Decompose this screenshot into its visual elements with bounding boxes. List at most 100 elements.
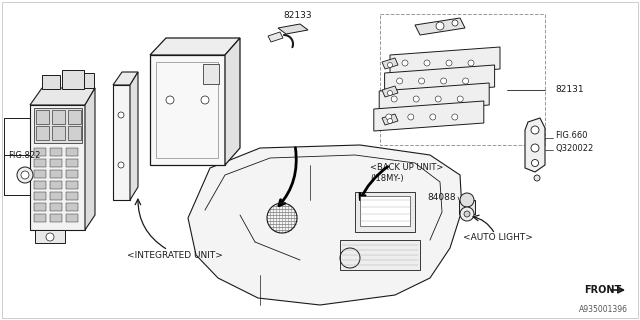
Bar <box>68 126 81 140</box>
Circle shape <box>387 62 392 68</box>
Bar <box>34 192 46 200</box>
Polygon shape <box>382 114 398 125</box>
Polygon shape <box>415 18 465 35</box>
Circle shape <box>17 167 33 183</box>
Bar <box>66 170 78 178</box>
Polygon shape <box>150 38 240 55</box>
Text: FIG.822: FIG.822 <box>8 150 40 159</box>
Bar <box>50 181 62 189</box>
Polygon shape <box>525 118 545 172</box>
Polygon shape <box>382 86 398 97</box>
Bar <box>50 148 62 156</box>
Bar <box>355 192 415 232</box>
Circle shape <box>201 96 209 104</box>
Polygon shape <box>113 85 130 200</box>
Bar <box>50 192 62 200</box>
Polygon shape <box>30 105 85 230</box>
Polygon shape <box>113 72 138 85</box>
Circle shape <box>531 144 539 152</box>
Bar <box>203 64 219 84</box>
Bar <box>340 240 420 270</box>
Circle shape <box>531 159 538 166</box>
Bar <box>34 170 46 178</box>
Circle shape <box>387 118 392 124</box>
Circle shape <box>402 60 408 66</box>
Polygon shape <box>62 70 84 89</box>
Circle shape <box>457 96 463 102</box>
Circle shape <box>386 114 392 120</box>
Text: <INTEGRATED UNIT>: <INTEGRATED UNIT> <box>127 251 223 260</box>
Bar <box>34 159 46 167</box>
Bar <box>34 148 46 156</box>
Polygon shape <box>85 88 95 230</box>
Bar <box>66 181 78 189</box>
Bar <box>66 203 78 211</box>
Bar <box>50 214 62 222</box>
Polygon shape <box>225 38 240 165</box>
Circle shape <box>446 60 452 66</box>
Circle shape <box>460 193 474 207</box>
Circle shape <box>440 78 447 84</box>
Bar <box>34 214 46 222</box>
Polygon shape <box>278 24 308 34</box>
Text: ('18MY-): ('18MY-) <box>370 173 404 182</box>
Circle shape <box>408 114 414 120</box>
Text: 84088: 84088 <box>428 193 456 202</box>
Polygon shape <box>188 145 462 305</box>
Bar <box>66 159 78 167</box>
Circle shape <box>424 60 430 66</box>
Polygon shape <box>30 88 95 105</box>
Circle shape <box>166 96 174 104</box>
Circle shape <box>463 78 468 84</box>
Polygon shape <box>130 72 138 200</box>
Circle shape <box>397 78 403 84</box>
Circle shape <box>460 207 474 221</box>
Circle shape <box>387 91 392 95</box>
Circle shape <box>118 112 124 118</box>
Text: <BACK UP UNIT>: <BACK UP UNIT> <box>370 164 444 172</box>
Bar <box>66 214 78 222</box>
Bar <box>36 126 49 140</box>
Circle shape <box>413 96 419 102</box>
Circle shape <box>534 175 540 181</box>
Bar <box>34 181 46 189</box>
Circle shape <box>21 171 29 179</box>
Bar <box>66 192 78 200</box>
Bar <box>66 148 78 156</box>
Polygon shape <box>150 55 225 165</box>
Polygon shape <box>382 58 398 69</box>
Text: FRONT: FRONT <box>584 285 621 295</box>
Bar <box>34 108 82 143</box>
Circle shape <box>118 162 124 168</box>
Bar <box>34 203 46 211</box>
Bar <box>52 126 65 140</box>
Polygon shape <box>42 75 60 89</box>
Circle shape <box>430 114 436 120</box>
Text: 82131: 82131 <box>555 85 584 94</box>
Bar <box>50 170 62 178</box>
Polygon shape <box>385 65 495 95</box>
Circle shape <box>419 78 424 84</box>
Polygon shape <box>35 230 65 243</box>
Circle shape <box>46 233 54 241</box>
Circle shape <box>452 114 458 120</box>
Text: FIG.660: FIG.660 <box>555 131 588 140</box>
Polygon shape <box>390 47 500 77</box>
Polygon shape <box>459 200 475 214</box>
Bar <box>50 159 62 167</box>
Circle shape <box>391 96 397 102</box>
Polygon shape <box>84 73 94 88</box>
Polygon shape <box>268 32 283 42</box>
Polygon shape <box>379 83 489 113</box>
Polygon shape <box>374 101 484 131</box>
Text: A935001396: A935001396 <box>579 306 628 315</box>
Circle shape <box>452 20 458 26</box>
Bar <box>36 110 49 124</box>
Circle shape <box>531 126 539 134</box>
Bar <box>156 62 218 158</box>
Bar <box>52 110 65 124</box>
Text: Q320022: Q320022 <box>555 143 593 153</box>
Text: 82133: 82133 <box>284 12 312 20</box>
Text: <AUTO LIGHT>: <AUTO LIGHT> <box>463 234 533 243</box>
Circle shape <box>435 96 441 102</box>
